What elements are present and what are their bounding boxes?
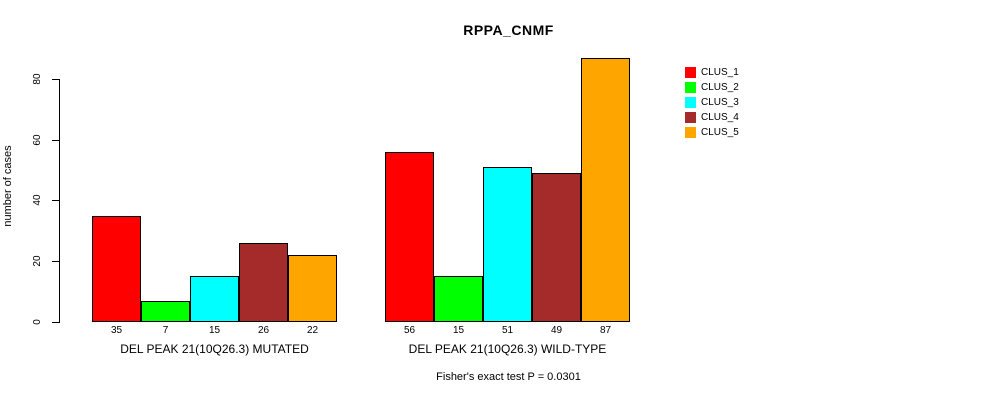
legend-label: CLUS_3 <box>701 97 739 108</box>
bar-clus_5-group1 <box>288 255 337 322</box>
y-tick-label: 40 <box>32 194 43 206</box>
bar-clus_2-group2 <box>434 276 483 322</box>
bar-value-label: 15 <box>208 325 221 336</box>
y-tick-label: 80 <box>32 73 43 85</box>
group-label-2: DEL PEAK 21(10Q26.3) WILD-TYPE <box>408 342 607 356</box>
bar-clus_1-group2 <box>385 152 434 322</box>
bar-value-label: 51 <box>501 325 514 336</box>
bar-value-label: 87 <box>599 325 612 336</box>
legend-row-clus_2: CLUS_2 <box>685 80 739 95</box>
y-tick-label: 60 <box>32 134 43 146</box>
bar-clus_4-group1 <box>239 243 288 322</box>
bar-clus_4-group2 <box>532 173 581 322</box>
y-tick-mark <box>52 200 59 202</box>
legend-row-clus_5: CLUS_5 <box>685 125 739 140</box>
bar-clus_3-group2 <box>483 167 532 322</box>
chart-title: RPPA_CNMF <box>463 22 554 38</box>
legend-row-clus_3: CLUS_3 <box>685 95 739 110</box>
bar-value-label: 49 <box>550 325 563 336</box>
bar-value-label: 7 <box>162 325 169 336</box>
bar-value-label: 22 <box>306 325 319 336</box>
legend-label: CLUS_2 <box>701 82 739 93</box>
y-axis-title: number of cases <box>2 145 14 227</box>
y-tick-mark <box>52 139 59 141</box>
legend: CLUS_1 CLUS_2 CLUS_3 CLUS_4 CLUS_5 <box>685 65 739 140</box>
y-axis-line <box>59 78 60 323</box>
y-tick-label: 20 <box>32 255 43 267</box>
bar-value-label: 26 <box>257 325 270 336</box>
legend-swatch-icon <box>685 82 696 93</box>
y-tick-label: 0 <box>32 319 43 325</box>
fisher-test-annotation: Fisher's exact test P = 0.0301 <box>436 371 581 383</box>
bar-value-label: 56 <box>403 325 416 336</box>
bar-clus_1-group1 <box>92 216 141 322</box>
bar-clus_3-group1 <box>190 276 239 322</box>
group-label-1: DEL PEAK 21(10Q26.3) MUTATED <box>120 342 309 356</box>
legend-swatch-icon <box>685 127 696 138</box>
bar-value-label: 35 <box>110 325 123 336</box>
bar-clus_2-group1 <box>141 301 190 322</box>
legend-swatch-icon <box>685 67 696 78</box>
bar-value-label: 15 <box>452 325 465 336</box>
y-tick-mark <box>52 261 59 263</box>
legend-label: CLUS_1 <box>701 67 739 78</box>
legend-row-clus_1: CLUS_1 <box>685 65 739 80</box>
legend-label: CLUS_4 <box>701 112 739 123</box>
legend-label: CLUS_5 <box>701 127 739 138</box>
y-tick-mark <box>52 78 59 80</box>
bar-clus_5-group2 <box>581 58 630 322</box>
legend-swatch-icon <box>685 97 696 108</box>
legend-swatch-icon <box>685 112 696 123</box>
legend-row-clus_4: CLUS_4 <box>685 110 739 125</box>
y-tick-mark <box>52 322 59 323</box>
